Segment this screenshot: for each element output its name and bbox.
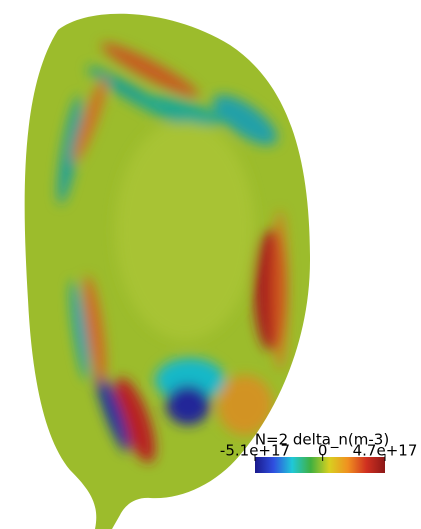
colorbar-tick-label: -5.1e+17 bbox=[220, 442, 290, 460]
colorbar: -5.1e+17 0 4.7e+17 bbox=[220, 442, 418, 473]
colorbar-tick-label: 4.7e+17 bbox=[353, 442, 418, 460]
colorbar-title: N=2 delta_n(m-3) bbox=[255, 431, 389, 450]
colorbar-gradient bbox=[255, 457, 385, 473]
colorbar-tick-label: 0 bbox=[318, 442, 328, 460]
